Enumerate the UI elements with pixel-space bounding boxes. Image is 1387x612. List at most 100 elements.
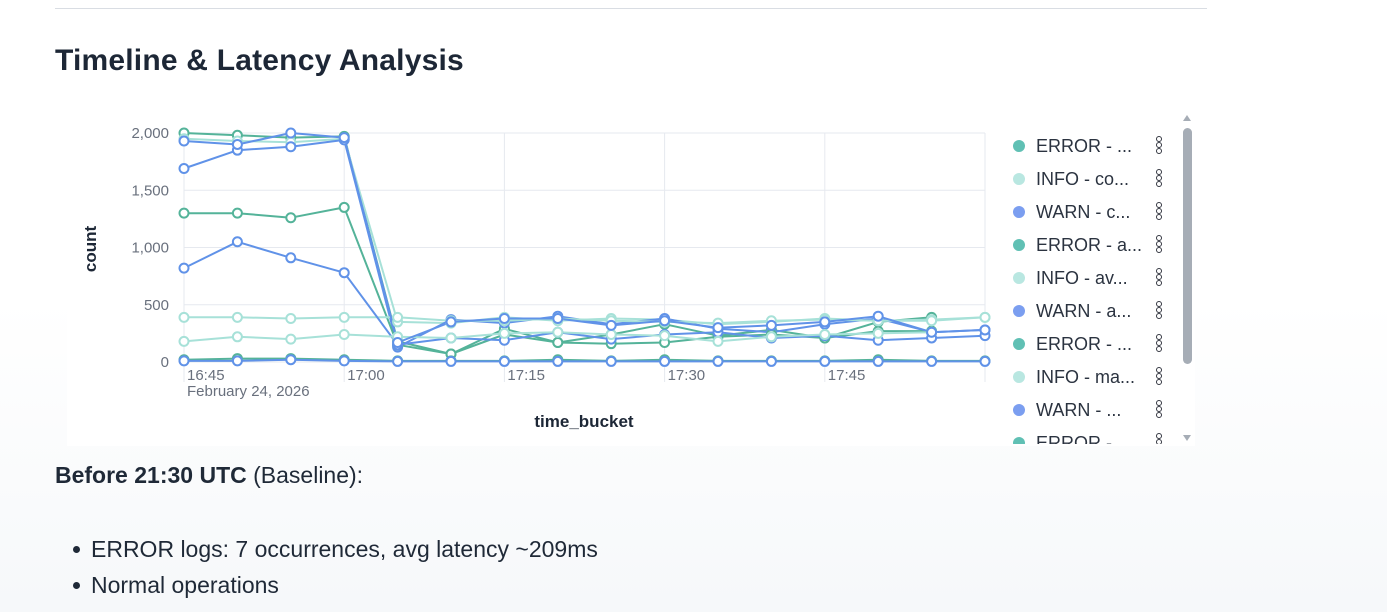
data-point (552, 337, 564, 349)
section-divider (55, 8, 1207, 9)
legend-swatch (1013, 173, 1025, 185)
legend-swatch (1013, 305, 1025, 317)
y-tick-label: 1,000 (131, 240, 169, 257)
more-vertical-icon[interactable] (1155, 301, 1163, 321)
scroll-up-arrow-icon[interactable] (1183, 115, 1191, 121)
more-vertical-icon[interactable] (1155, 202, 1163, 222)
data-point (979, 311, 991, 323)
data-point (979, 324, 991, 336)
data-point (285, 127, 297, 139)
series-line (184, 316, 986, 325)
chart-legend: ERROR - ... INFO - co... WARN - c... ERROR … (1007, 131, 1187, 444)
y-tick-label: 1,500 (131, 182, 169, 199)
data-point (338, 201, 350, 213)
legend-label: INFO - co... (1036, 169, 1130, 189)
data-point (231, 207, 243, 219)
baseline-label: Before 21:30 UTC (55, 462, 247, 488)
data-point (605, 319, 617, 331)
series-line (183, 357, 985, 362)
x-tick-label: 17:45 (828, 367, 866, 384)
legend-item[interactable]: WARN - ... (1007, 395, 1177, 425)
scroll-down-arrow-icon[interactable] (1183, 435, 1191, 441)
baseline-notes-list: ERROR logs: 7 occurrences, avg latency ~… (55, 531, 598, 603)
data-point (872, 310, 884, 322)
data-point (819, 329, 831, 341)
legend-swatch (1013, 437, 1025, 444)
legend-swatch (1013, 206, 1025, 218)
legend-item[interactable]: INFO - co... (1007, 164, 1177, 194)
data-point (712, 335, 724, 347)
series-line (183, 132, 986, 344)
data-point (178, 135, 190, 147)
data-point (605, 329, 617, 341)
data-point (765, 355, 777, 367)
legend-label: INFO - ma... (1036, 367, 1135, 387)
legend-item[interactable]: ERROR - ... (1007, 329, 1177, 359)
chart-panel: 0 500 1,000 1,500 2,000 16:45 17:00 17:15 17:30 1… (67, 113, 1195, 446)
data-point (338, 329, 350, 341)
data-point (819, 355, 831, 367)
data-point (605, 355, 617, 367)
legend-swatch (1013, 371, 1025, 383)
data-point (819, 316, 831, 328)
legend-item[interactable]: INFO - ma... (1007, 362, 1177, 392)
more-vertical-icon[interactable] (1155, 169, 1163, 189)
data-point (338, 355, 350, 367)
data-point (178, 207, 190, 219)
data-point (285, 141, 297, 153)
x-tick-label: 17:30 (668, 367, 706, 384)
data-point (979, 355, 991, 367)
data-point (659, 355, 671, 367)
data-point (285, 252, 297, 264)
legend-item[interactable]: WARN - c... (1007, 197, 1177, 227)
legend-swatch (1013, 239, 1025, 251)
x-axis-title: time_bucket (534, 412, 634, 431)
x-tick-label: 17:00 (347, 367, 385, 384)
data-point (765, 319, 777, 331)
data-point (338, 267, 350, 279)
data-point (178, 311, 190, 323)
legend-item[interactable]: INFO - av... (1007, 263, 1177, 293)
data-point (178, 162, 190, 174)
legend-item[interactable]: ERROR - a... (1007, 230, 1177, 260)
x-tick-label: 16:45 (187, 367, 225, 384)
data-point (659, 315, 671, 327)
legend-swatch (1013, 272, 1025, 284)
data-point (231, 138, 243, 150)
series-line (183, 137, 986, 326)
y-tick-label: 0 (161, 354, 169, 371)
data-point (926, 355, 938, 367)
more-vertical-icon[interactable] (1155, 367, 1163, 387)
legend-scrollbar-thumb[interactable] (1183, 128, 1192, 364)
more-vertical-icon[interactable] (1155, 268, 1163, 288)
series-line (183, 138, 986, 349)
x-tick-label: 17:15 (507, 367, 545, 384)
series-line (183, 240, 986, 346)
data-point (231, 331, 243, 343)
data-point (498, 312, 510, 324)
data-point (338, 132, 350, 144)
more-vertical-icon[interactable] (1155, 136, 1163, 156)
data-point (285, 212, 297, 224)
data-point (392, 337, 404, 349)
more-vertical-icon[interactable] (1155, 235, 1163, 255)
data-point (498, 327, 510, 339)
series-line (184, 358, 985, 363)
legend-label: ERROR - ... (1036, 136, 1133, 156)
data-point (926, 315, 938, 327)
y-axis-title: count (81, 226, 100, 273)
legend-label: ERROR - ... (1036, 433, 1133, 444)
more-vertical-icon[interactable] (1155, 400, 1163, 420)
more-vertical-icon[interactable] (1155, 433, 1163, 444)
legend-label: ERROR - ... (1036, 334, 1133, 354)
legend-item[interactable]: ERROR - ... (1007, 131, 1177, 161)
legend-item[interactable]: ERROR - ... (1007, 428, 1177, 444)
data-point (498, 355, 510, 367)
data-point (659, 330, 671, 342)
more-vertical-icon[interactable] (1155, 334, 1163, 354)
legend-item[interactable]: WARN - a... (1007, 296, 1177, 326)
data-point (445, 332, 457, 344)
legend-label: WARN - ... (1036, 400, 1122, 420)
data-point (552, 326, 564, 338)
data-point (872, 355, 884, 367)
